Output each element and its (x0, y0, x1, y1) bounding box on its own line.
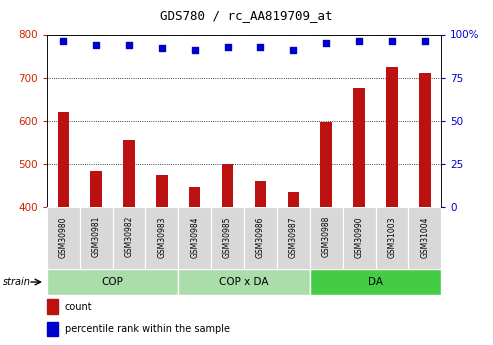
Text: COP: COP (102, 277, 124, 287)
Text: GSM30984: GSM30984 (190, 216, 199, 258)
Bar (47, 207, 80, 269)
Bar (408, 207, 441, 269)
Bar (47, 322, 58, 336)
Point (59, 39, 67, 44)
Point (289, 47, 297, 53)
Point (256, 44, 264, 49)
Bar (244, 207, 277, 269)
Text: strain: strain (2, 277, 31, 287)
Bar (123, 140, 135, 207)
Text: count: count (65, 302, 92, 312)
Bar (47, 269, 178, 295)
Bar (178, 207, 211, 269)
Point (92, 42, 100, 48)
Point (191, 47, 199, 53)
Text: GSM30990: GSM30990 (354, 216, 363, 258)
Bar (343, 207, 376, 269)
Text: GSM30982: GSM30982 (125, 216, 134, 257)
Text: GDS780 / rc_AA819709_at: GDS780 / rc_AA819709_at (160, 9, 333, 22)
Bar (277, 207, 310, 269)
Text: GSM31003: GSM31003 (387, 216, 396, 258)
Bar (320, 122, 332, 207)
Bar (287, 192, 299, 207)
Text: GSM30983: GSM30983 (157, 216, 166, 258)
Text: GSM30980: GSM30980 (59, 216, 68, 258)
Bar (58, 112, 69, 207)
Bar (112, 207, 145, 269)
Bar (255, 181, 266, 207)
Bar (189, 187, 201, 207)
Point (388, 39, 396, 44)
Bar (419, 73, 430, 207)
Bar (178, 269, 310, 295)
Bar (156, 175, 168, 207)
Bar (376, 207, 408, 269)
Point (224, 44, 232, 49)
Point (125, 42, 133, 48)
Bar (145, 207, 178, 269)
Bar (386, 67, 398, 207)
Point (322, 40, 330, 46)
Text: GSM31004: GSM31004 (421, 216, 429, 258)
Bar (310, 269, 441, 295)
Text: percentile rank within the sample: percentile rank within the sample (65, 324, 230, 334)
Point (158, 46, 166, 51)
Bar (90, 171, 102, 207)
Text: GSM30985: GSM30985 (223, 216, 232, 258)
Text: COP x DA: COP x DA (219, 277, 269, 287)
Bar (211, 207, 244, 269)
Bar (47, 299, 58, 314)
Bar (80, 207, 112, 269)
Text: GSM30988: GSM30988 (322, 216, 331, 257)
Point (421, 39, 429, 44)
Text: GSM30986: GSM30986 (256, 216, 265, 258)
Text: GSM30987: GSM30987 (289, 216, 298, 258)
Text: GSM30981: GSM30981 (92, 216, 101, 257)
Point (355, 39, 363, 44)
Bar (353, 88, 365, 207)
Bar (222, 164, 233, 207)
Text: DA: DA (368, 277, 383, 287)
Bar (310, 207, 343, 269)
